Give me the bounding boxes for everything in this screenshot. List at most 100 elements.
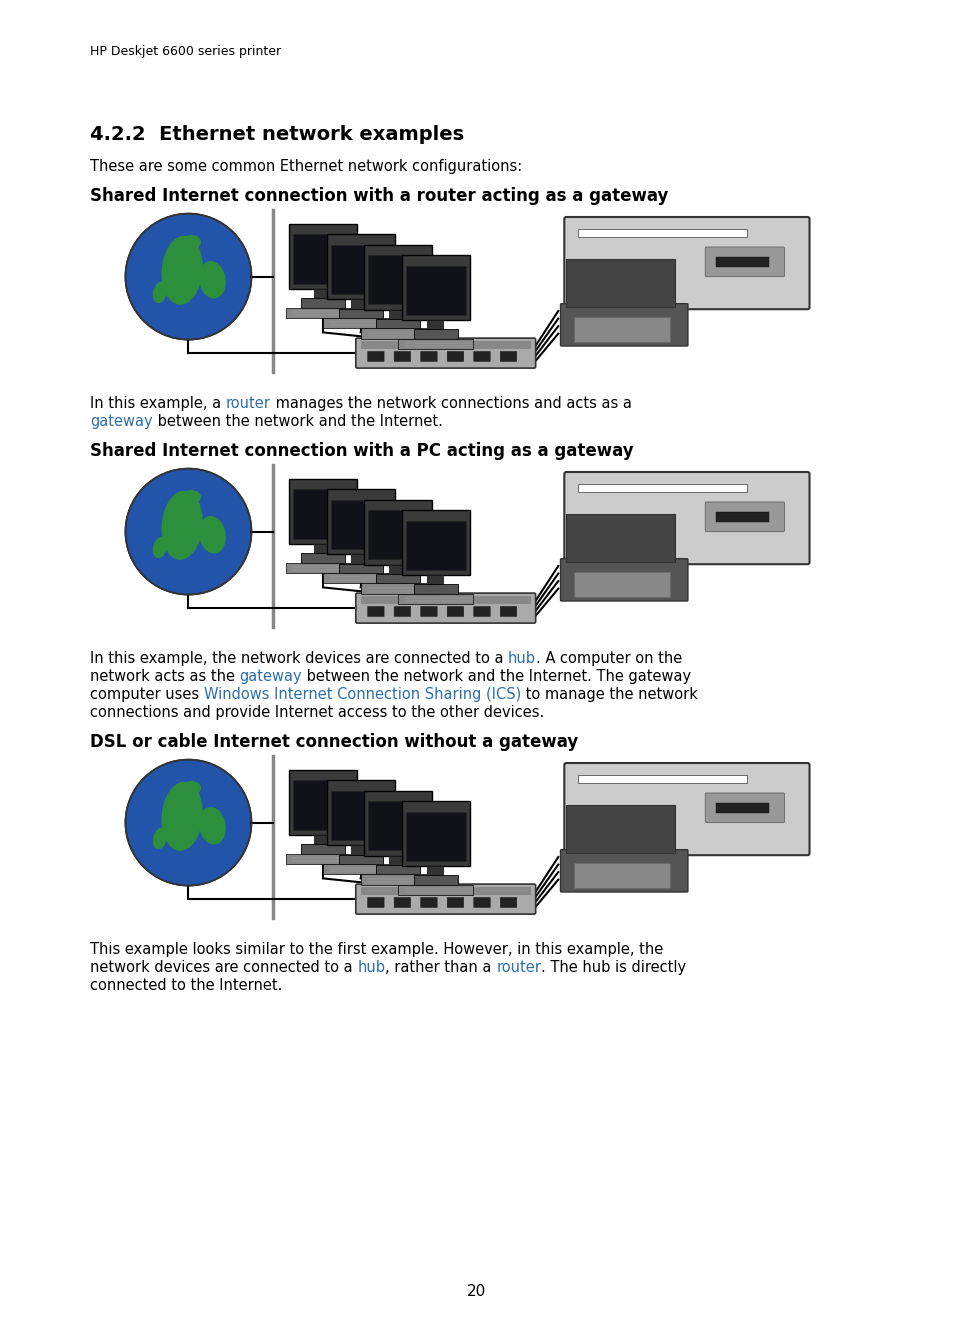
FancyBboxPatch shape <box>301 844 345 853</box>
FancyBboxPatch shape <box>331 499 391 550</box>
FancyBboxPatch shape <box>704 247 783 276</box>
FancyBboxPatch shape <box>560 849 687 892</box>
FancyBboxPatch shape <box>367 351 384 362</box>
FancyBboxPatch shape <box>715 803 768 812</box>
FancyBboxPatch shape <box>447 897 463 908</box>
FancyBboxPatch shape <box>355 338 535 369</box>
FancyBboxPatch shape <box>564 764 809 855</box>
FancyBboxPatch shape <box>338 564 382 573</box>
Text: to manage the network: to manage the network <box>520 687 698 701</box>
Ellipse shape <box>199 807 226 844</box>
FancyBboxPatch shape <box>566 514 674 563</box>
FancyBboxPatch shape <box>293 489 353 539</box>
FancyBboxPatch shape <box>499 606 517 617</box>
FancyBboxPatch shape <box>376 575 419 584</box>
FancyBboxPatch shape <box>704 793 783 823</box>
FancyBboxPatch shape <box>331 244 391 295</box>
Text: DSL or cable Internet connection without a gateway: DSL or cable Internet connection without… <box>90 733 578 752</box>
Text: network devices are connected to a: network devices are connected to a <box>90 960 356 975</box>
FancyBboxPatch shape <box>578 775 746 782</box>
Ellipse shape <box>152 281 167 303</box>
FancyBboxPatch shape <box>573 572 669 597</box>
Text: connections and provide Internet access to the other devices.: connections and provide Internet access … <box>90 705 543 720</box>
FancyBboxPatch shape <box>578 483 746 491</box>
FancyBboxPatch shape <box>401 510 470 575</box>
Ellipse shape <box>182 781 201 795</box>
FancyBboxPatch shape <box>355 593 535 624</box>
FancyBboxPatch shape <box>499 897 517 908</box>
FancyBboxPatch shape <box>397 594 473 604</box>
FancyBboxPatch shape <box>715 511 768 522</box>
FancyBboxPatch shape <box>560 304 687 346</box>
FancyBboxPatch shape <box>474 606 490 617</box>
FancyBboxPatch shape <box>420 606 436 617</box>
FancyBboxPatch shape <box>360 888 530 896</box>
Ellipse shape <box>182 490 201 503</box>
FancyBboxPatch shape <box>420 897 436 908</box>
FancyBboxPatch shape <box>323 864 397 875</box>
FancyBboxPatch shape <box>704 502 783 531</box>
Circle shape <box>125 469 252 594</box>
FancyBboxPatch shape <box>367 897 384 908</box>
FancyBboxPatch shape <box>293 781 353 830</box>
FancyBboxPatch shape <box>573 864 669 889</box>
Ellipse shape <box>161 782 203 851</box>
FancyBboxPatch shape <box>364 244 432 309</box>
Ellipse shape <box>152 536 167 559</box>
FancyBboxPatch shape <box>401 802 470 867</box>
FancyBboxPatch shape <box>376 865 419 875</box>
FancyBboxPatch shape <box>360 875 436 885</box>
FancyBboxPatch shape <box>394 606 410 617</box>
Text: router: router <box>496 960 540 975</box>
Ellipse shape <box>161 235 203 305</box>
Text: network acts as the: network acts as the <box>90 668 239 684</box>
FancyBboxPatch shape <box>331 791 391 840</box>
Text: connected to the Internet.: connected to the Internet. <box>90 978 282 993</box>
Text: router: router <box>226 396 271 411</box>
Text: 20: 20 <box>467 1284 486 1299</box>
FancyBboxPatch shape <box>285 308 360 318</box>
Text: Windows Internet Connection Sharing (ICS): Windows Internet Connection Sharing (ICS… <box>204 687 520 701</box>
FancyBboxPatch shape <box>364 791 432 856</box>
Text: Shared Internet connection with a PC acting as a gateway: Shared Internet connection with a PC act… <box>90 443 633 460</box>
FancyBboxPatch shape <box>420 351 436 362</box>
FancyBboxPatch shape <box>394 897 410 908</box>
FancyBboxPatch shape <box>301 299 345 308</box>
FancyBboxPatch shape <box>397 885 473 896</box>
FancyBboxPatch shape <box>564 217 809 309</box>
FancyBboxPatch shape <box>560 559 687 601</box>
FancyBboxPatch shape <box>474 897 490 908</box>
FancyBboxPatch shape <box>376 320 419 329</box>
FancyBboxPatch shape <box>360 584 436 594</box>
Text: gateway: gateway <box>239 668 302 684</box>
FancyBboxPatch shape <box>368 255 428 304</box>
FancyBboxPatch shape <box>414 329 457 339</box>
FancyBboxPatch shape <box>289 480 357 544</box>
Text: In this example, a: In this example, a <box>90 396 226 411</box>
FancyBboxPatch shape <box>447 606 463 617</box>
FancyBboxPatch shape <box>368 802 428 851</box>
FancyBboxPatch shape <box>285 853 360 864</box>
Ellipse shape <box>199 517 226 553</box>
FancyBboxPatch shape <box>326 235 395 300</box>
FancyBboxPatch shape <box>367 606 384 617</box>
FancyBboxPatch shape <box>414 876 457 885</box>
Text: These are some common Ethernet network configurations:: These are some common Ethernet network c… <box>90 159 521 174</box>
FancyBboxPatch shape <box>397 339 473 349</box>
Text: between the network and the Internet. The gateway: between the network and the Internet. Th… <box>302 668 691 684</box>
Circle shape <box>125 760 252 885</box>
FancyBboxPatch shape <box>360 342 530 349</box>
Text: , rather than a: , rather than a <box>385 960 496 975</box>
FancyBboxPatch shape <box>326 781 395 845</box>
FancyBboxPatch shape <box>285 563 360 573</box>
Ellipse shape <box>182 235 201 248</box>
FancyBboxPatch shape <box>289 225 357 289</box>
FancyBboxPatch shape <box>405 266 465 314</box>
FancyBboxPatch shape <box>338 855 382 864</box>
FancyBboxPatch shape <box>326 490 395 555</box>
Ellipse shape <box>152 827 167 849</box>
Text: 4.2.2  Ethernet network examples: 4.2.2 Ethernet network examples <box>90 125 464 144</box>
FancyBboxPatch shape <box>715 256 768 267</box>
Text: computer uses: computer uses <box>90 687 204 701</box>
FancyBboxPatch shape <box>447 351 463 362</box>
